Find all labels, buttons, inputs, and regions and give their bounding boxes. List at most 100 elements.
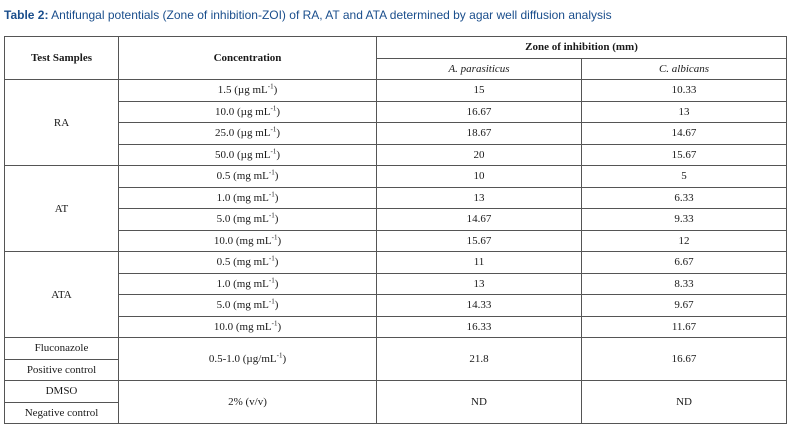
value-c-albicans: 6.33 xyxy=(580,186,788,209)
table-body: RA 1.5 (µg mL-1) 15 10.33 10.0 (µg mL-1) 16.6… xyxy=(4,79,788,424)
table-caption: Table 2: Antifungal potentials (Zone of … xyxy=(4,8,612,22)
concentration-close: ) xyxy=(274,170,279,183)
table-row: 1.0 (mg mL-1) 13 8.33 xyxy=(5,272,788,295)
header-a-parasiticus: A. parasiticus xyxy=(376,57,582,80)
concentration-value: 10.0 (mg mL xyxy=(213,234,272,247)
concentration-value: 0.5 (mg mL xyxy=(216,256,269,269)
value-c-albicans: 11.67 xyxy=(580,315,788,338)
concentration-unit-exponent: -1 xyxy=(268,276,275,285)
concentration-cell: 10.0 (mg mL-1) xyxy=(118,229,377,252)
concentration-cell: 10.0 (µg mL-1) xyxy=(118,100,377,123)
concentration-unit-exponent: -1 xyxy=(276,351,283,360)
concentration-unit-exponent: -1 xyxy=(268,211,275,220)
table-row: DMSO 2% (v/v) ND ND xyxy=(4,380,788,424)
table-row: Negative control xyxy=(4,401,787,424)
value-a-parasiticus: 16.33 xyxy=(376,315,582,338)
concentration-cell: 5.0 (mg mL-1) xyxy=(118,294,377,317)
value-a-parasiticus: ND xyxy=(376,380,582,424)
concentration-close: ) xyxy=(276,127,281,140)
value-a-parasiticus: 11 xyxy=(376,251,582,274)
concentration-value: 10.0 (mg mL xyxy=(213,320,272,333)
concentration-cell: 10.0 (mg mL-1) xyxy=(118,315,377,338)
concentration-close: ) xyxy=(277,320,282,333)
value-a-parasiticus: 18.67 xyxy=(376,122,582,145)
concentration-value: 0.5-1.0 (µg/mL xyxy=(208,353,277,365)
concentration-value: 5.0 (mg mL xyxy=(216,299,269,312)
value-a-parasiticus: 14.67 xyxy=(376,208,582,231)
table-row: AT 0.5 (mg mL-1) 10 5 xyxy=(4,165,788,252)
value-c-albicans: 15.67 xyxy=(580,143,788,166)
value-a-parasiticus: 13 xyxy=(376,186,582,209)
table-row: 5.0 (mg mL-1) 14.33 9.67 xyxy=(5,294,788,317)
concentration-value: 2% (v/v) xyxy=(228,396,267,408)
concentration-unit-exponent: -1 xyxy=(268,190,275,199)
value-a-parasiticus: 20 xyxy=(376,143,582,166)
table-row: 1.0 (mg mL-1) 13 6.33 xyxy=(5,186,788,209)
value-c-albicans: 8.33 xyxy=(580,272,788,295)
concentration-close: ) xyxy=(276,148,281,161)
concentration-cell: 0.5-1.0 (µg/mL-1) xyxy=(118,337,377,381)
value-a-parasiticus: 16.67 xyxy=(376,100,582,123)
concentration-unit-exponent: -1 xyxy=(268,297,275,306)
value-a-parasiticus: 13 xyxy=(376,272,582,295)
concentration-value: 1.0 (mg mL xyxy=(216,277,269,290)
concentration-close: ) xyxy=(274,256,279,269)
control-name: DMSO xyxy=(4,380,119,403)
concentration-value: 1.5 (µg mL xyxy=(217,84,268,97)
table-row: 50.0 (µg mL-1) 20 15.67 xyxy=(5,143,788,166)
table-row: 25.0 (µg mL-1) 18.67 14.67 xyxy=(5,122,788,145)
value-a-parasiticus: 14.33 xyxy=(376,294,582,317)
header-concentration: Concentration xyxy=(118,36,377,80)
value-c-albicans: 14.67 xyxy=(580,122,788,145)
concentration-close: ) xyxy=(282,353,287,365)
table-row: 10.0 (mg mL-1) 15.67 12 xyxy=(5,229,788,252)
concentration-cell: 0.5 (mg mL-1) xyxy=(118,251,377,274)
table-row: Fluconazole 0.5-1.0 (µg/mL-1) 21.8 16.67 xyxy=(4,337,788,381)
concentration-close: ) xyxy=(273,84,278,97)
value-c-albicans: 6.67 xyxy=(580,251,788,274)
results-table: Test Samples Concentration Zone of inhib… xyxy=(4,36,788,424)
concentration-cell: 5.0 (mg mL-1) xyxy=(118,208,377,231)
control-type: Positive control xyxy=(4,358,119,381)
table-row: 5.0 (mg mL-1) 14.67 9.33 xyxy=(5,208,788,231)
concentration-cell: 0.5 (mg mL-1) xyxy=(118,165,377,188)
table-row: 10.0 (mg mL-1) 16.33 11.67 xyxy=(5,315,788,338)
concentration-unit-exponent: -1 xyxy=(268,254,275,263)
concentration-value: 5.0 (mg mL xyxy=(216,213,269,226)
concentration-close: ) xyxy=(274,213,279,226)
concentration-value: 50.0 (µg mL xyxy=(214,148,271,161)
concentration-value: 25.0 (µg mL xyxy=(214,127,271,140)
sample-name: RA xyxy=(4,79,119,166)
table-row: ATA 0.5 (mg mL-1) 11 6.67 xyxy=(4,251,788,338)
concentration-unit-exponent: -1 xyxy=(271,233,278,242)
value-c-albicans: 12 xyxy=(580,229,788,252)
value-a-parasiticus: 21.8 xyxy=(376,337,582,381)
concentration-value: 0.5 (mg mL xyxy=(216,170,269,183)
concentration-unit-exponent: -1 xyxy=(270,147,277,156)
value-a-parasiticus: 15 xyxy=(376,79,582,102)
concentration-close: ) xyxy=(274,191,279,204)
header-zone: Zone of inhibition (mm) xyxy=(375,36,788,59)
value-c-albicans: 10.33 xyxy=(580,79,788,102)
header-c-albicans: C. albicans xyxy=(580,57,788,80)
value-c-albicans: 16.67 xyxy=(580,337,788,381)
concentration-cell: 50.0 (µg mL-1) xyxy=(118,143,377,166)
concentration-close: ) xyxy=(274,277,279,290)
value-c-albicans: 9.67 xyxy=(580,294,788,317)
concentration-unit-exponent: -1 xyxy=(268,168,275,177)
concentration-value: 1.0 (mg mL xyxy=(216,191,269,204)
concentration-close: ) xyxy=(277,234,282,247)
concentration-unit-exponent: -1 xyxy=(271,319,278,328)
concentration-cell: 1.5 (µg mL-1) xyxy=(118,79,377,102)
concentration-cell: 1.0 (mg mL-1) xyxy=(118,272,377,295)
value-a-parasiticus: 15.67 xyxy=(376,229,582,252)
value-c-albicans: 9.33 xyxy=(580,208,788,231)
concentration-close: ) xyxy=(276,105,281,118)
header-test-samples: Test Samples xyxy=(4,36,119,80)
concentration-value: 10.0 (µg mL xyxy=(214,105,271,118)
concentration-unit-exponent: -1 xyxy=(270,104,277,113)
concentration-unit-exponent: -1 xyxy=(270,125,277,134)
concentration-cell: 25.0 (µg mL-1) xyxy=(118,122,377,145)
control-type: Negative control xyxy=(4,401,119,424)
sample-name: ATA xyxy=(4,251,119,338)
